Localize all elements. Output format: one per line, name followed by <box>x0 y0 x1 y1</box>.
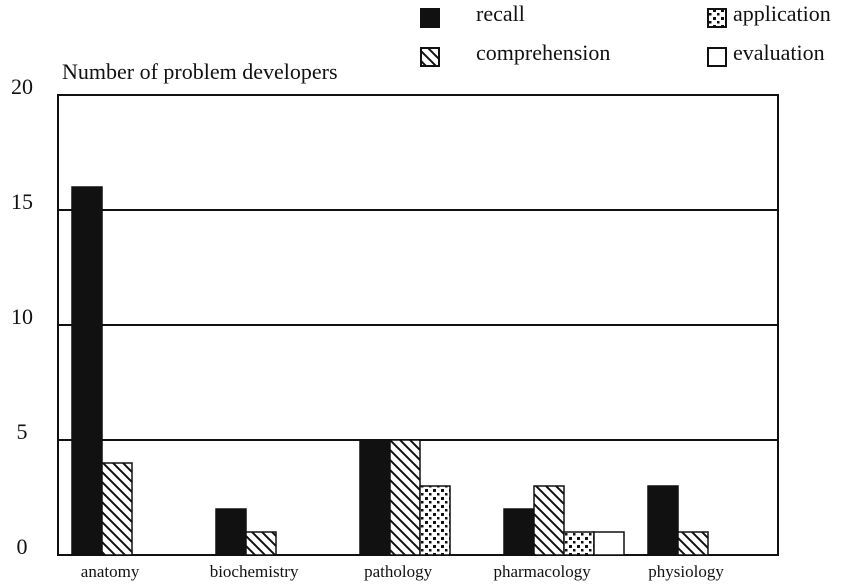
axis-title: Number of problem developers <box>62 59 338 84</box>
legend-swatch <box>420 47 440 67</box>
bar <box>503 508 535 556</box>
x-tick-label: pharmacology <box>493 562 591 581</box>
bar <box>359 439 391 556</box>
legend-label: recall <box>476 1 525 26</box>
bar <box>215 508 247 556</box>
x-tick-label: anatomy <box>81 562 140 581</box>
x-tick-label: pathology <box>364 562 432 581</box>
legend-label: evaluation <box>733 40 825 65</box>
bar <box>419 485 451 556</box>
bar <box>71 186 103 556</box>
bar <box>647 485 679 556</box>
y-tick-label: 20 <box>11 74 33 99</box>
legend-label: application <box>733 1 831 26</box>
y-tick-label: 5 <box>17 419 28 444</box>
legend-label: comprehension <box>476 40 610 65</box>
legend-swatch <box>707 47 727 67</box>
legend-swatch <box>707 8 727 28</box>
bar <box>593 531 625 556</box>
legend-swatch <box>420 8 440 28</box>
x-tick-label: physiology <box>648 562 724 581</box>
bar <box>389 439 421 556</box>
bar <box>245 531 277 556</box>
y-tick-label: 0 <box>17 534 28 559</box>
y-tick-label: 10 <box>11 304 33 329</box>
bar <box>533 485 565 556</box>
bar <box>101 462 133 556</box>
bar <box>677 531 709 556</box>
y-tick-label: 15 <box>11 189 33 214</box>
bar <box>563 531 595 556</box>
x-tick-label: biochemistry <box>210 562 299 581</box>
